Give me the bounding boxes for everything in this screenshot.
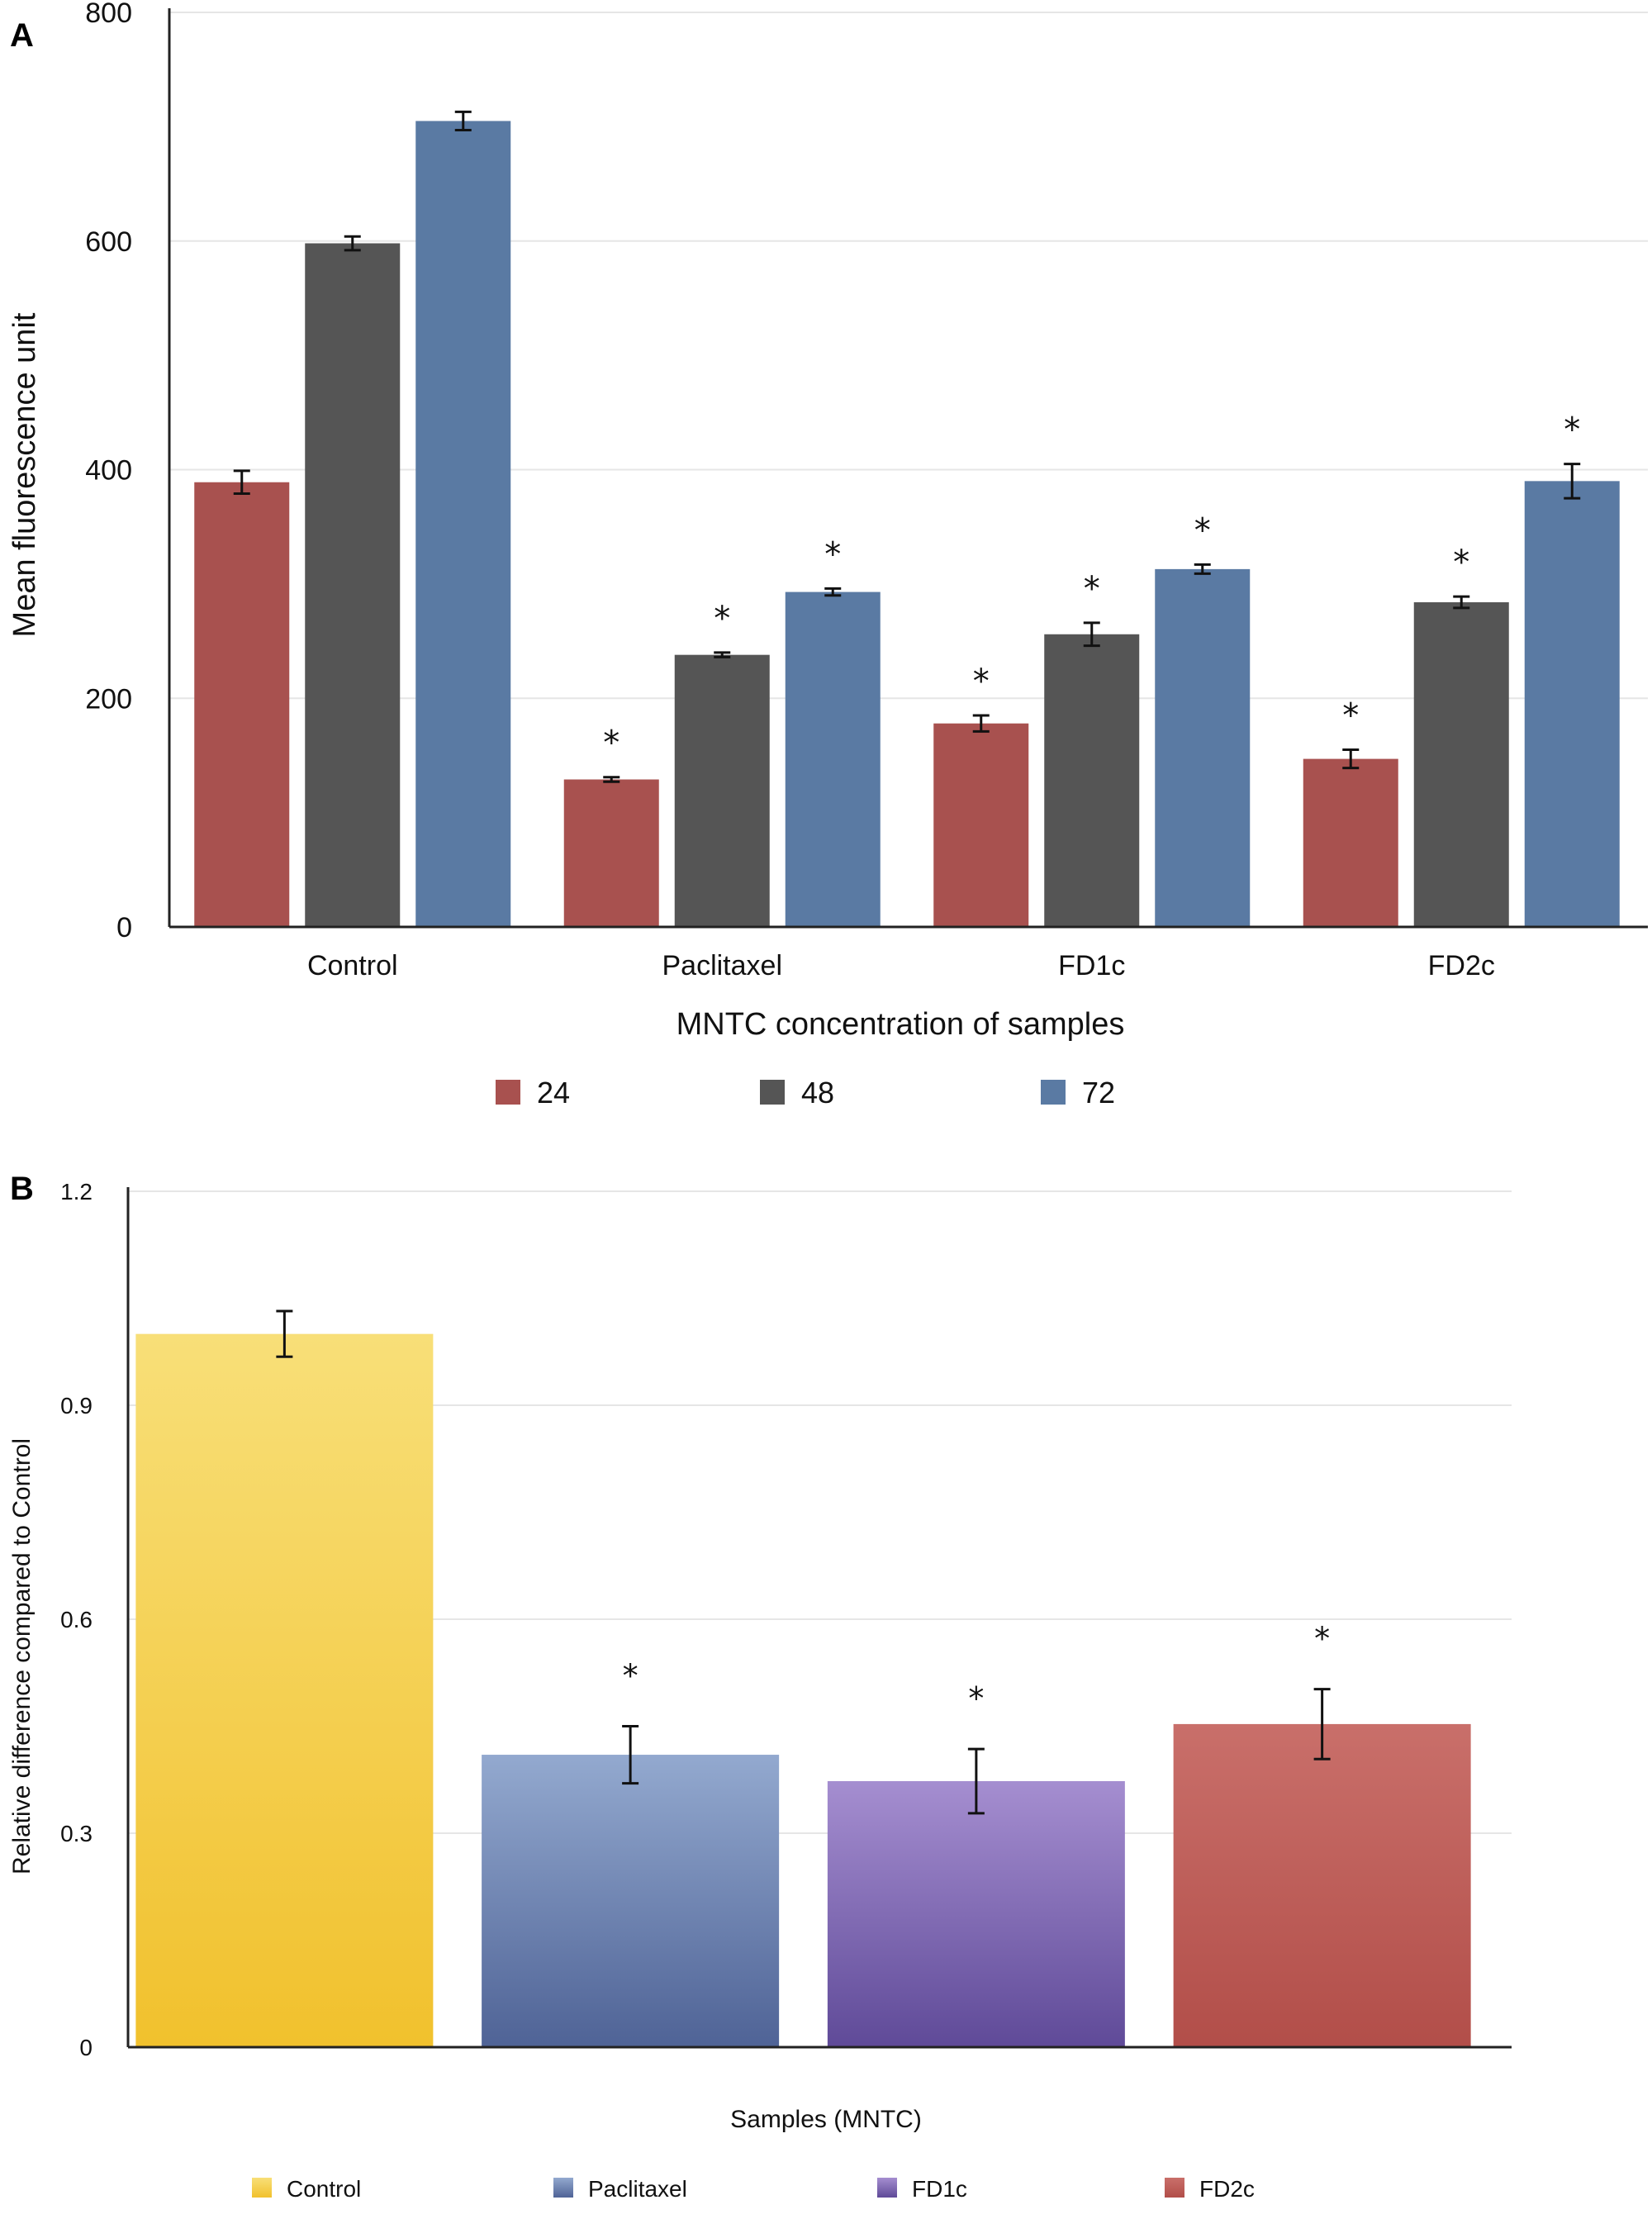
- panel-a-bar-fd1c-24: [933, 723, 1029, 927]
- panel-b-legend-swatch-paclitaxel: [553, 2178, 573, 2198]
- panel-a-bar-fd2c-48: [1413, 602, 1509, 927]
- panel-a-error-bar: [603, 776, 620, 783]
- panel-b-bar-paclitaxel: [482, 1755, 780, 2047]
- panel-b-y-tick-label: 0: [79, 2035, 93, 2060]
- panel-b-legend-label-fd2c: FD2c: [1199, 2176, 1255, 2202]
- panel-a-bar-control-24: [194, 482, 290, 927]
- panel-b-y-tick-label: 0.9: [60, 1393, 93, 1418]
- panel-a-error-bar: [824, 587, 842, 597]
- panel-a-error-bar: [714, 651, 731, 658]
- panel-b-legend-swatch-control: [252, 2178, 272, 2198]
- panel-b-legend-label-fd1c: FD1c: [912, 2176, 967, 2202]
- panel-a-bar-fd1c-72: [1155, 568, 1251, 927]
- panel-a-significance-marker: *: [973, 663, 990, 701]
- panel-b-bar-fd1c: [827, 1780, 1125, 2047]
- panel-a-error-bar: [1342, 748, 1360, 770]
- panel-a-bar-paclitaxel-48: [674, 654, 770, 927]
- panel-b-error-bar: [276, 1309, 293, 1358]
- panel-b-legend: Control Paclitaxel FD1c FD2c: [252, 2176, 1255, 2202]
- panel-b-legend-swatch-fd2c: [1165, 2178, 1184, 2198]
- panel-b-significance-marker: *: [968, 1680, 984, 1717]
- panel-a-legend-label-24: 24: [537, 1076, 570, 1110]
- panel-a-significance-marker: *: [1342, 697, 1359, 735]
- panel-a-y-axis-title: Mean fluorescence unit: [7, 312, 42, 637]
- panel-a-bar-paclitaxel-72: [785, 592, 881, 927]
- panel-a-significance-marker: *: [603, 725, 620, 763]
- panel-b-x-axis-title: Samples (MNTC): [730, 2106, 922, 2133]
- panel-a-bar-fd2c-72: [1524, 481, 1620, 927]
- panel-b-y-tick-label: 1.2: [60, 1179, 93, 1205]
- panel-b-chart: B 0 0.3 0.6 0.9 1.2 * * * Relative difference …: [8, 1171, 1512, 2202]
- panel-a-significance-marker: *: [1084, 570, 1100, 608]
- panel-a-significance-marker: *: [714, 600, 730, 638]
- panel-a-bar-control-48: [305, 243, 401, 928]
- panel-a-bar-fd2c-24: [1303, 758, 1398, 927]
- panel-a-y-tick-label: 200: [85, 683, 132, 715]
- panel-a-legend-swatch-48: [760, 1080, 785, 1105]
- panel-b-bar-fd2c: [1173, 1723, 1471, 2047]
- panel-b-error-bar: [1313, 1688, 1331, 1760]
- panel-a-legend-label-48: 48: [801, 1076, 834, 1110]
- panel-a-x-tick-label: Paclitaxel: [662, 950, 782, 981]
- panel-a-error-bar: [1194, 563, 1211, 575]
- panel-a-significance-marker: *: [1453, 544, 1469, 582]
- panel-a-error-bar: [344, 235, 361, 252]
- panel-a-x-tick-label: Control: [307, 950, 398, 981]
- panel-a-error-bar: [454, 110, 472, 132]
- panel-b-y-tick-label: 0.6: [60, 1607, 93, 1632]
- panel-a-legend: 24 48 72: [496, 1076, 1115, 1110]
- panel-a-error-bar: [233, 469, 250, 496]
- panel-b-y-tick-label: 0.3: [60, 1821, 93, 1846]
- panel-b-significance-marker: *: [1314, 1621, 1330, 1657]
- panel-a-x-axis-title: MNTC concentration of samples: [676, 1007, 1125, 1042]
- panel-a-bar-paclitaxel-24: [563, 779, 659, 927]
- panel-b-error-bar: [967, 1747, 985, 1815]
- panel-a-chart: A 0 200 400 600 800 * * * * * * * * * Control Paclita…: [7, 0, 1648, 1110]
- panel-b-legend-label-control: Control: [287, 2176, 361, 2202]
- panel-b-legend-swatch-fd1c: [877, 2178, 897, 2198]
- panel-b-error-bar: [622, 1725, 639, 1785]
- panel-a-y-tick-label: 0: [116, 912, 132, 943]
- panel-a-error-bar: [1083, 621, 1100, 648]
- panel-b-significance-marker: *: [623, 1658, 638, 1694]
- panel-a-legend-swatch-72: [1041, 1080, 1066, 1105]
- panel-a-y-tick-label: 600: [85, 226, 132, 258]
- panel-a-error-bar: [1453, 595, 1470, 610]
- panel-b-label: B: [10, 1171, 34, 1207]
- panel-a-error-bar: [972, 714, 990, 733]
- panel-a-significance-marker: *: [1194, 511, 1211, 549]
- panel-a-label: A: [10, 17, 34, 54]
- panel-a-bar-control-72: [415, 121, 511, 928]
- panel-a-y-tick-label: 800: [85, 0, 132, 29]
- panel-a-x-tick-label: FD1c: [1058, 950, 1125, 981]
- panel-b-y-axis-title: Relative difference compared to Control: [8, 1438, 36, 1875]
- panel-a-significance-marker: *: [1564, 411, 1580, 449]
- panel-a-legend-label-72: 72: [1082, 1076, 1115, 1110]
- panel-b-legend-label-paclitaxel: Paclitaxel: [588, 2176, 687, 2202]
- panel-a-x-tick-label: FD2c: [1428, 950, 1495, 981]
- panel-a-error-bar: [1564, 463, 1581, 500]
- panel-a-bar-fd1c-48: [1044, 634, 1140, 927]
- panel-a-significance-marker: *: [824, 535, 841, 573]
- panel-b-bar-control: [135, 1333, 434, 2047]
- panel-a-y-tick-label: 400: [85, 455, 132, 487]
- panel-a-legend-swatch-24: [496, 1080, 520, 1105]
